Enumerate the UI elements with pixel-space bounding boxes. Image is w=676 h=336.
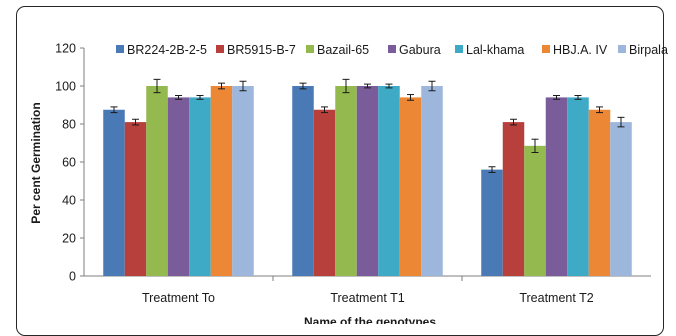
legend-swatch [542, 45, 550, 53]
bar [378, 86, 400, 276]
bar [524, 145, 546, 276]
bar [588, 109, 611, 276]
x-axis-categories: Treatment To Treatment T1 Treatment T2 [142, 276, 594, 305]
y-tick-label: 20 [62, 232, 76, 246]
x-category-label: Treatment To [142, 291, 215, 305]
y-tick-label: 60 [62, 156, 76, 170]
legend-swatch [116, 45, 124, 53]
y-tick-label: 0 [69, 270, 76, 284]
legend: BR224-2B-2-5 BR5915-B-7 Bazail-65 Gabura Lal… [116, 43, 668, 57]
bars [103, 86, 632, 277]
bar [189, 97, 211, 277]
bar [421, 86, 443, 276]
bar [146, 86, 168, 276]
y-axis-label: Per cent Germination [29, 102, 43, 223]
bar [232, 86, 254, 276]
legend-swatch [388, 45, 396, 53]
bar [124, 122, 147, 276]
legend-label: Bazail-65 [317, 43, 369, 57]
bar [545, 97, 568, 277]
legend-label: BR5915-B-7 [227, 43, 296, 57]
bar [502, 122, 525, 276]
y-axis-ticks: 0 20 40 60 80 100 120 [55, 42, 84, 284]
legend-swatch [216, 45, 224, 53]
bar [356, 86, 379, 276]
bar [292, 86, 314, 276]
legend-label: Birpala [629, 43, 668, 57]
legend-label: BR224-2B-2-5 [127, 43, 207, 57]
bar [567, 97, 589, 277]
legend-swatch [618, 45, 626, 53]
bar [610, 122, 632, 276]
bar [167, 97, 190, 277]
y-tick-label: 120 [55, 42, 76, 56]
y-tick-label: 100 [55, 80, 76, 94]
error-bars [110, 78, 625, 173]
legend-swatch [306, 45, 314, 53]
x-category-label: Treatment T1 [330, 291, 404, 305]
bar [335, 86, 357, 276]
x-axis-label: Name of the genotypes [304, 315, 436, 324]
x-category-label: Treatment T2 [519, 291, 593, 305]
legend-label: Gabura [399, 43, 441, 57]
y-tick-label: 80 [62, 118, 76, 132]
bar [481, 169, 503, 276]
bar [103, 109, 125, 276]
bar [399, 97, 422, 277]
legend-swatch [455, 45, 463, 53]
y-tick-label: 40 [62, 194, 76, 208]
bar [313, 109, 336, 276]
legend-label: Lal-khama [466, 43, 524, 57]
legend-label: HBJ.A. IV [553, 43, 608, 57]
bar [210, 86, 233, 276]
bar-chart: 0 20 40 60 80 100 120 Treatment To Treatment T1… [29, 42, 668, 325]
